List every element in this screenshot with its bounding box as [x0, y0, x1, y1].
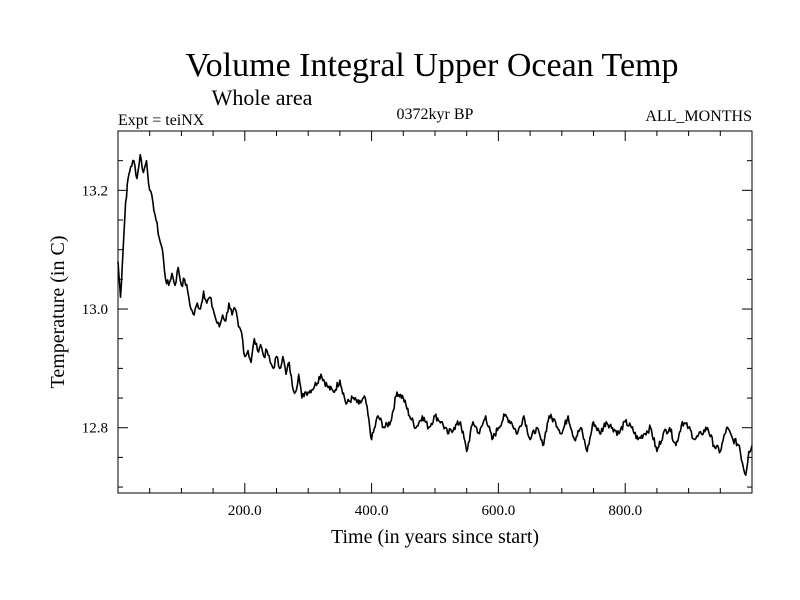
x-tick-label: 400.0 [355, 503, 389, 519]
axis-tick-labels: 200.0 400.0 600.0 800.0 12.8 13.0 13.2 [82, 183, 642, 519]
series-line-teiNX [117, 153, 753, 477]
y-tick-label: 13.2 [82, 183, 108, 199]
x-axis-label: Time (in years since start) [331, 526, 539, 548]
x-tick-label: 200.0 [228, 503, 262, 519]
chart-subtitle: Whole area [212, 85, 313, 110]
x-tick-label: 800.0 [608, 503, 642, 519]
chart-title: Volume Integral Upper Ocean Temp [186, 47, 679, 84]
y-tick-label: 13.0 [82, 302, 108, 318]
y-axis-label: Temperature (in C) [47, 236, 69, 389]
x-tick-label: 600.0 [482, 503, 516, 519]
expt-label: Expt = teiNX [118, 112, 205, 129]
months-label: ALL_MONTHS [645, 108, 752, 125]
y-tick-label: 12.8 [82, 421, 108, 437]
period-label: 0372kyr BP [397, 106, 474, 123]
